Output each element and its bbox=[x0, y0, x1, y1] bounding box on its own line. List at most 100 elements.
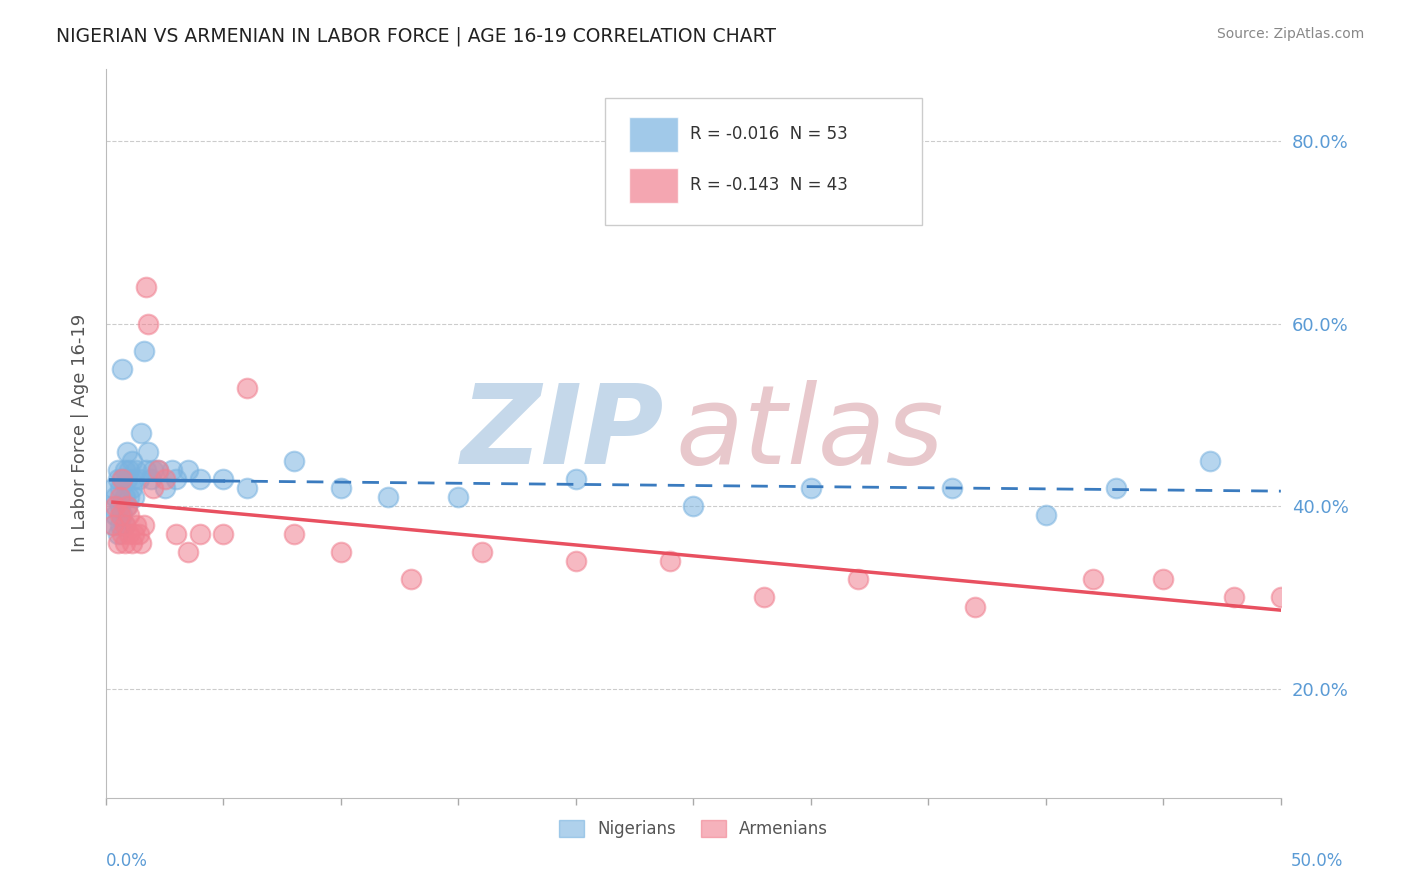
Point bbox=[115, 472, 138, 486]
Point bbox=[101, 517, 124, 532]
Point bbox=[121, 481, 143, 495]
Point bbox=[101, 517, 124, 532]
Point bbox=[111, 362, 134, 376]
Point bbox=[1364, 599, 1386, 614]
Point bbox=[111, 472, 134, 486]
Point bbox=[188, 526, 211, 541]
Point bbox=[104, 508, 127, 523]
Point bbox=[107, 535, 129, 549]
Point bbox=[165, 472, 187, 486]
Point bbox=[565, 554, 588, 568]
Point bbox=[1081, 572, 1104, 586]
Point bbox=[136, 444, 159, 458]
Point bbox=[447, 490, 470, 504]
Point bbox=[108, 490, 131, 504]
Point bbox=[1035, 508, 1057, 523]
Point bbox=[114, 517, 136, 532]
Point bbox=[146, 463, 169, 477]
Point bbox=[283, 453, 305, 467]
Point bbox=[236, 381, 259, 395]
Text: R = -0.016  N = 53: R = -0.016 N = 53 bbox=[690, 125, 848, 144]
Point bbox=[752, 591, 775, 605]
Point bbox=[471, 545, 494, 559]
Text: NIGERIAN VS ARMENIAN IN LABOR FORCE | AGE 16-19 CORRELATION CHART: NIGERIAN VS ARMENIAN IN LABOR FORCE | AG… bbox=[56, 27, 776, 46]
Point bbox=[1152, 572, 1174, 586]
Legend: Nigerians, Armenians: Nigerians, Armenians bbox=[553, 813, 835, 845]
Point bbox=[104, 500, 127, 514]
Point bbox=[188, 472, 211, 486]
Point bbox=[1199, 453, 1222, 467]
Point bbox=[108, 508, 131, 523]
Point bbox=[111, 526, 134, 541]
Point bbox=[142, 463, 165, 477]
FancyBboxPatch shape bbox=[628, 117, 678, 152]
Point bbox=[114, 463, 136, 477]
Point bbox=[941, 481, 963, 495]
Point bbox=[114, 517, 136, 532]
Point bbox=[118, 508, 141, 523]
Point bbox=[377, 490, 399, 504]
Point bbox=[1105, 481, 1128, 495]
Text: 50.0%: 50.0% bbox=[1291, 852, 1343, 870]
Point bbox=[283, 526, 305, 541]
Text: ZIP: ZIP bbox=[461, 380, 664, 487]
Point bbox=[129, 535, 152, 549]
Point bbox=[115, 444, 138, 458]
Point bbox=[118, 490, 141, 504]
Point bbox=[153, 481, 176, 495]
Point bbox=[114, 535, 136, 549]
Point bbox=[129, 426, 152, 441]
Point bbox=[682, 500, 704, 514]
Point bbox=[146, 463, 169, 477]
Text: R = -0.143  N = 43: R = -0.143 N = 43 bbox=[690, 177, 848, 194]
Point bbox=[118, 463, 141, 477]
Point bbox=[153, 472, 176, 486]
Text: atlas: atlas bbox=[676, 380, 945, 487]
Point bbox=[212, 526, 235, 541]
Point bbox=[212, 472, 235, 486]
FancyBboxPatch shape bbox=[628, 168, 678, 202]
Point bbox=[136, 317, 159, 331]
Point bbox=[122, 472, 145, 486]
Point bbox=[111, 508, 134, 523]
Point bbox=[132, 517, 155, 532]
Point bbox=[236, 481, 259, 495]
Point bbox=[111, 472, 134, 486]
Y-axis label: In Labor Force | Age 16-19: In Labor Force | Age 16-19 bbox=[72, 314, 89, 552]
Point bbox=[121, 535, 143, 549]
Point bbox=[107, 463, 129, 477]
Point bbox=[125, 463, 148, 477]
Point bbox=[125, 517, 148, 532]
Point bbox=[142, 481, 165, 495]
Point bbox=[177, 463, 200, 477]
Point bbox=[401, 572, 423, 586]
Point bbox=[329, 545, 352, 559]
Point bbox=[160, 463, 183, 477]
Point bbox=[1223, 591, 1246, 605]
Point bbox=[565, 472, 588, 486]
Point bbox=[115, 500, 138, 514]
Point bbox=[104, 490, 127, 504]
Text: Source: ZipAtlas.com: Source: ZipAtlas.com bbox=[1216, 27, 1364, 41]
Text: 0.0%: 0.0% bbox=[105, 852, 148, 870]
Point bbox=[121, 453, 143, 467]
Point bbox=[135, 280, 157, 294]
Point bbox=[118, 526, 141, 541]
Point bbox=[108, 517, 131, 532]
Point bbox=[658, 554, 681, 568]
Point bbox=[114, 490, 136, 504]
Point bbox=[128, 526, 150, 541]
Point bbox=[107, 526, 129, 541]
Point bbox=[135, 463, 157, 477]
Point bbox=[128, 472, 150, 486]
Point bbox=[1270, 591, 1292, 605]
Point bbox=[101, 481, 124, 495]
FancyBboxPatch shape bbox=[605, 98, 922, 226]
Point bbox=[965, 599, 987, 614]
Point bbox=[100, 500, 122, 514]
Point bbox=[800, 481, 823, 495]
Point bbox=[122, 526, 145, 541]
Point bbox=[846, 572, 869, 586]
Point bbox=[108, 500, 131, 514]
Point bbox=[177, 545, 200, 559]
